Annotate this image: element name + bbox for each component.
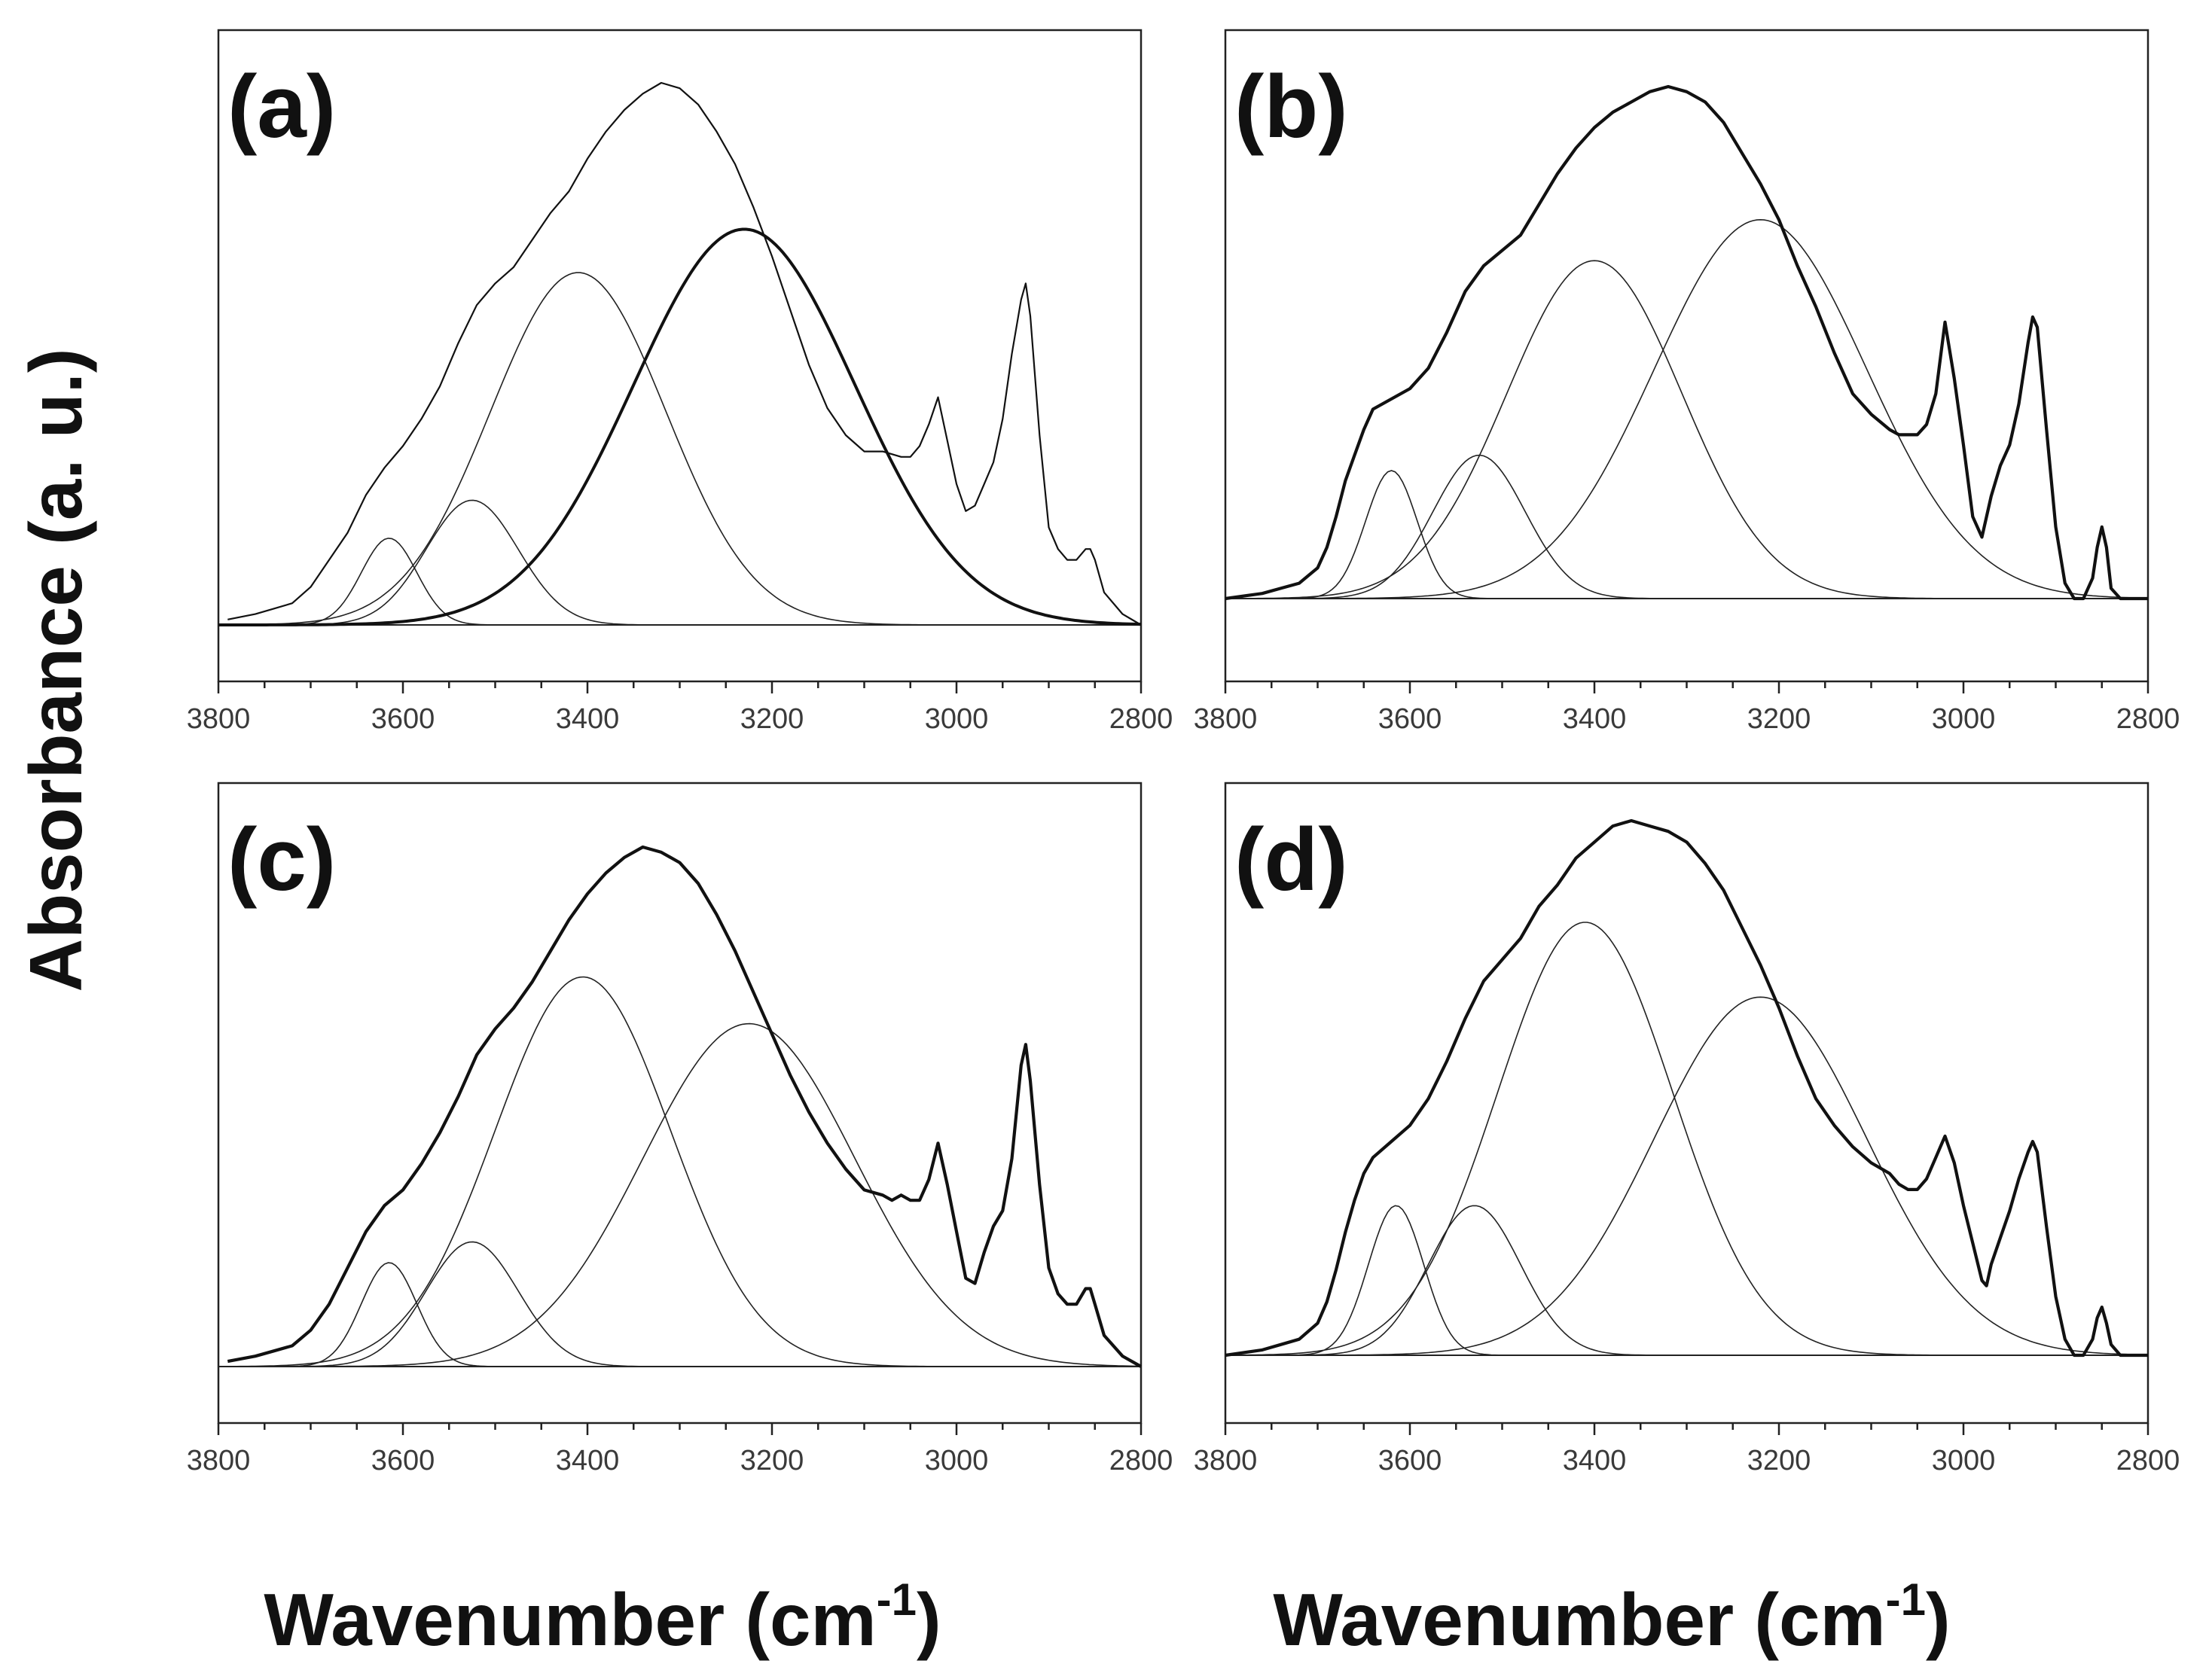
measured-spectrum-line (1225, 818, 2148, 1358)
fit-component-3 (218, 272, 1141, 626)
measured-spectrum-line (1225, 84, 2148, 601)
x-tick-label: 3800 (187, 703, 251, 735)
fit-component-3 (1225, 922, 2148, 1356)
x-tick-label: 2800 (1109, 1445, 1173, 1476)
x-tick-label: 3600 (1378, 703, 1442, 735)
fit-component-3 (218, 976, 1141, 1367)
fit-component-3 (1225, 260, 2148, 599)
x-tick-label: 3200 (1747, 1445, 1811, 1476)
fit-component-4 (218, 227, 1142, 626)
fit-component-4 (218, 1022, 1142, 1367)
fit-component-4 (1225, 996, 2149, 1356)
x-tick-label: 3000 (1932, 1445, 1996, 1476)
x-axis-title-right: Wavenumber (cm-1) (1273, 1574, 1950, 1661)
x-tick-label: 3200 (1747, 703, 1811, 735)
plot-frame (1224, 29, 2149, 683)
fit-component-4 (1225, 218, 2149, 599)
x-tick-label: 3400 (1563, 1445, 1627, 1476)
panel-label: (a) (227, 57, 336, 157)
fit-component-1 (218, 538, 1141, 626)
plot-frame (217, 29, 1143, 683)
x-tick-label: 2800 (2116, 1445, 2180, 1476)
x-tick-label: 3600 (371, 1445, 435, 1476)
x-tick-label: 2800 (1109, 703, 1173, 735)
measured-spectrum-line (227, 845, 1143, 1368)
panel-label: (d) (1234, 810, 1348, 910)
x-tick-label: 3400 (556, 703, 620, 735)
plot-frame (217, 782, 1143, 1425)
chart-panel-a: 3800 3600 3400 3200 3000 2800 (a) (187, 29, 1173, 735)
panel-label: (b) (1234, 57, 1348, 157)
x-tick-label: 2800 (2116, 703, 2180, 735)
chart-panel-d: 3800 3600 3400 3200 3000 2800 (d) (1194, 782, 2180, 1476)
x-axis-title-left: Wavenumber (cm-1) (264, 1574, 941, 1661)
fit-component-2 (218, 499, 1141, 626)
x-tick-label: 3000 (925, 1445, 989, 1476)
x-tick-label: 3800 (1194, 1445, 1258, 1476)
chart-panel-b: 3800 3600 3400 3200 3000 2800 (b) (1194, 29, 2180, 735)
plot-frame (1224, 782, 2149, 1425)
x-tick-label: 3400 (556, 1445, 620, 1476)
panel-label: (c) (227, 810, 336, 910)
x-tick-label: 3200 (740, 1445, 804, 1476)
x-tick-label: 3200 (740, 703, 804, 735)
chart-panel-c: 3800 3600 3400 3200 3000 2800 (c) (187, 782, 1173, 1476)
y-axis-title: Absorbance (a. u.) (14, 349, 97, 992)
fit-component-2 (218, 1241, 1141, 1367)
fit-component-1 (218, 1262, 1141, 1367)
x-tick-label: 3600 (371, 703, 435, 735)
x-tick-label: 3000 (1932, 703, 1996, 735)
x-tick-label: 3800 (187, 1445, 251, 1476)
x-tick-label: 3800 (1194, 703, 1258, 735)
measured-spectrum-line (227, 81, 1142, 626)
x-tick-label: 3600 (1378, 1445, 1442, 1476)
x-tick-label: 3400 (1563, 703, 1627, 735)
x-tick-label: 3000 (925, 703, 989, 735)
fit-component-1 (1225, 470, 2148, 599)
